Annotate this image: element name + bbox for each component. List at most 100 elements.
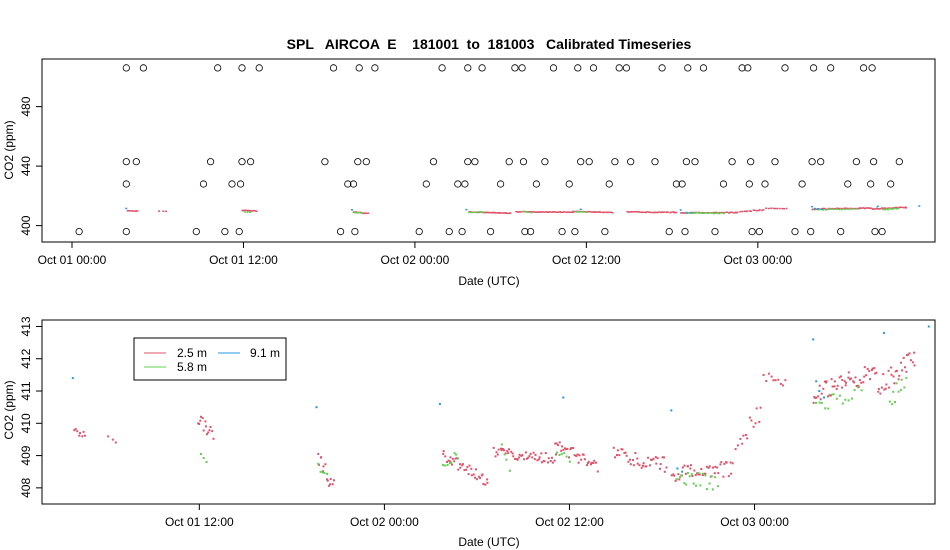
- bottom-point-2-5-mm: [198, 423, 201, 425]
- bottom-point-2-5-mm: [890, 373, 893, 376]
- top-point-2-5-mm: [611, 212, 614, 214]
- bottom-point-2-5-mm: [868, 370, 871, 372]
- bottom-point-5-8-mm: [699, 484, 702, 487]
- top-reference-circle: [511, 64, 519, 72]
- bottom-point-2-5-mm: [557, 444, 559, 447]
- bottom-point-2-5-mm: [901, 369, 904, 372]
- top-point-9-1-mm: [816, 208, 819, 210]
- top-reference-circle: [471, 158, 479, 166]
- top-point-2-5-mm: [652, 211, 655, 214]
- top-point-2-5-mm: [851, 208, 854, 210]
- bottom-point-2-5-mm: [844, 384, 847, 387]
- top-point-2-5-mm: [767, 207, 770, 210]
- bottom-point-9-1-mm: [71, 377, 74, 380]
- top-reference-circle: [75, 228, 83, 236]
- bottom-point-2-5-mm: [201, 417, 204, 419]
- bottom-point-5-8-mm: [326, 473, 329, 475]
- top-point-2-5-mm: [658, 211, 661, 213]
- bottom-point-9-1-mm: [823, 396, 825, 399]
- bottom-point-2-5-mm: [451, 457, 454, 460]
- bottom-point-2-5-mm: [484, 483, 487, 486]
- bottom-point-2-5-mm: [841, 379, 844, 381]
- top-point-2-5-mm: [846, 207, 849, 210]
- bottom-point-2-5-mm: [830, 378, 833, 381]
- bottom-point-2-5-mm: [590, 463, 592, 466]
- top-point-5-8-mm: [474, 211, 477, 214]
- top-point-5-8-mm: [354, 212, 357, 214]
- bottom-point-2-5-mm: [681, 466, 684, 469]
- bottom-point-2-5-mm: [908, 352, 911, 355]
- bottom-point-2-5-mm: [450, 463, 453, 466]
- bottom-point-9-1-mm: [818, 390, 821, 392]
- y-tick-label: 408: [19, 478, 33, 498]
- bottom-point-5-8-mm: [711, 488, 714, 491]
- top-point-2-5-mm: [572, 210, 575, 213]
- top-reference-circle: [771, 158, 779, 166]
- bottom-point-2-5-mm: [510, 450, 513, 453]
- bottom-point-2-5-mm: [893, 382, 896, 385]
- bottom-point-5-8-mm: [894, 401, 896, 404]
- top-point-2-5-mm: [165, 210, 168, 213]
- top-point-5-8-mm: [691, 212, 694, 214]
- bottom-point-2-5-mm: [512, 455, 515, 458]
- bottom-point-2-5-mm: [885, 383, 888, 386]
- top-point-5-8-mm: [708, 212, 711, 214]
- bottom-point-2-5-mm: [625, 454, 628, 457]
- top-point-2-5-mm: [588, 210, 591, 213]
- bottom-point-2-5-mm: [638, 464, 641, 467]
- bottom-point-2-5-mm: [461, 463, 464, 466]
- top-point-2-5-mm: [765, 207, 768, 209]
- bottom-point-2-5-mm: [551, 461, 554, 464]
- top-reference-circle: [349, 180, 358, 188]
- bottom-point-2-5-mm: [677, 473, 680, 476]
- bottom-point-2-5-mm: [442, 452, 445, 455]
- bottom-point-5-8-mm: [892, 390, 895, 393]
- bottom-point-2-5-mm: [852, 380, 855, 383]
- bottom-point-2-5-mm: [819, 398, 822, 401]
- bottom-point-2-5-mm: [873, 367, 876, 370]
- bottom-point-2-5-mm: [847, 371, 850, 374]
- bottom-point-2-5-mm: [333, 479, 335, 482]
- top-point-2-5-mm: [781, 207, 784, 210]
- bottom-point-5-8-mm: [714, 476, 717, 479]
- top-point-5-8-mm: [852, 208, 855, 210]
- top-point-2-5-mm: [739, 210, 742, 213]
- bottom-point-2-5-mm: [447, 459, 450, 462]
- bottom-point-2-5-mm: [511, 452, 514, 455]
- bottom-point-2-5-mm: [481, 473, 484, 476]
- bottom-point-2-5-mm: [500, 447, 502, 450]
- bottom-point-2-5-mm: [558, 441, 561, 444]
- top-point-5-8-mm: [525, 211, 528, 213]
- bottom-point-2-5-mm: [652, 457, 655, 460]
- bottom-point-2-5-mm: [623, 452, 626, 454]
- top-point-5-8-mm: [885, 208, 888, 210]
- top-point-9-1-mm: [689, 212, 692, 214]
- bottom-point-2-5-mm: [673, 474, 676, 477]
- top-point-2-5-mm: [877, 208, 879, 210]
- bottom-point-2-5-mm: [209, 426, 212, 428]
- top-point-5-8-mm: [360, 212, 363, 214]
- top-point-5-8-mm: [819, 208, 821, 211]
- bottom-point-5-8-mm: [692, 482, 695, 485]
- top-marker-group: [125, 205, 921, 215]
- bottom-point-2-5-mm: [716, 466, 719, 469]
- top-point-5-8-mm: [835, 208, 838, 210]
- bottom-point-2-5-mm: [616, 454, 618, 456]
- y-tick-label: 409: [19, 445, 33, 465]
- top-x-axis-title: Date (UTC): [458, 274, 519, 288]
- top-point-2-5-mm: [746, 210, 749, 212]
- top-reference-circle: [445, 228, 453, 236]
- bottom-point-2-5-mm: [634, 452, 637, 454]
- bottom-point-2-5-mm: [442, 450, 445, 453]
- bottom-point-2-5-mm: [475, 478, 478, 481]
- top-point-9-1-mm: [814, 207, 816, 210]
- top-point-5-8-mm: [479, 211, 481, 213]
- bottom-point-2-5-mm: [555, 442, 558, 445]
- top-point-2-5-mm: [835, 207, 838, 210]
- y-tick-label: 400: [19, 215, 33, 235]
- bottom-point-2-5-mm: [674, 479, 677, 482]
- bottom-point-2-5-mm: [659, 463, 662, 466]
- top-reference-circle: [132, 158, 140, 166]
- bottom-point-2-5-mm: [207, 431, 210, 434]
- top-reference-circle: [336, 228, 345, 236]
